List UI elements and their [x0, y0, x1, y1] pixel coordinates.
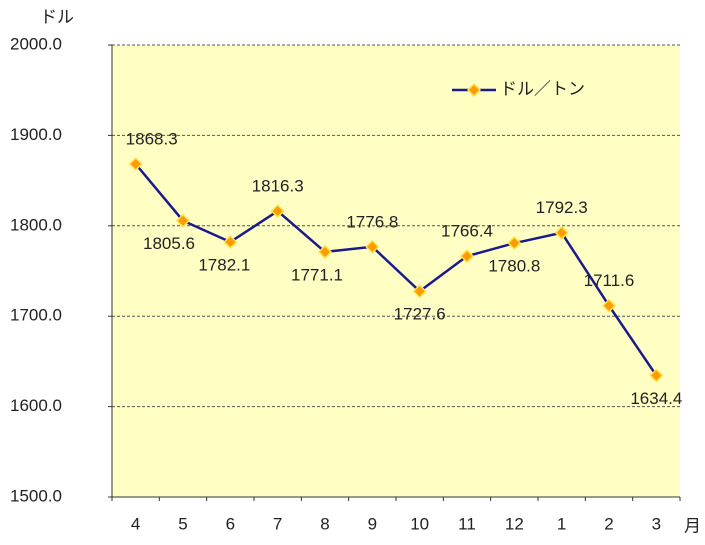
data-label: 1634.4 — [630, 389, 682, 408]
data-label: 1868.3 — [126, 130, 178, 149]
data-label: 1727.6 — [394, 305, 446, 324]
marker — [365, 239, 380, 254]
marker — [223, 234, 238, 250]
marker — [649, 368, 664, 383]
y-tick-label: 1500.0 — [10, 486, 62, 505]
x-tick-label: 10 — [410, 514, 429, 533]
legend-label: ドル／トン — [500, 79, 585, 98]
y-tick-label: 1900.0 — [10, 125, 62, 144]
x-tick-label: 12 — [505, 514, 524, 533]
x-tick-label: 9 — [368, 514, 377, 533]
x-tick-label: 1 — [557, 514, 566, 533]
x-tick-label: 11 — [458, 514, 476, 533]
marker — [128, 156, 143, 172]
data-label: 1816.3 — [252, 177, 304, 196]
y-tick-label: 2000.0 — [10, 34, 62, 53]
data-label: 1805.6 — [143, 234, 195, 253]
y-axis-label: ドル — [40, 7, 74, 26]
x-tick-label: 8 — [320, 514, 329, 533]
x-tick-label: 7 — [273, 514, 282, 533]
data-label: 1780.8 — [488, 257, 540, 276]
data-label: 1766.4 — [441, 222, 493, 241]
data-label: 1782.1 — [198, 255, 250, 274]
data-label: 1792.3 — [536, 198, 588, 217]
x-tick-label: 5 — [178, 514, 187, 533]
y-tick-label: 1600.0 — [10, 396, 62, 415]
legend-marker — [466, 82, 482, 98]
x-axis-label: 月 — [684, 516, 701, 535]
x-tick-label: 2 — [604, 514, 613, 533]
marker — [601, 298, 617, 313]
marker — [507, 236, 522, 251]
marker — [554, 225, 569, 240]
data-label: 1776.8 — [346, 212, 398, 231]
marker — [270, 204, 285, 219]
marker — [459, 249, 475, 264]
y-tick-label: 1800.0 — [10, 215, 62, 234]
x-tick-label: 3 — [652, 514, 661, 533]
x-tick-label: 6 — [226, 514, 235, 533]
data-label: 1711.6 — [584, 271, 635, 290]
marker — [317, 244, 333, 259]
x-tick-label: 4 — [131, 514, 140, 533]
y-tick-label: 1700.0 — [10, 306, 62, 325]
data-label: 1771.1 — [291, 265, 343, 284]
marker — [412, 284, 427, 299]
marker — [175, 213, 191, 228]
series-line — [134, 163, 658, 377]
